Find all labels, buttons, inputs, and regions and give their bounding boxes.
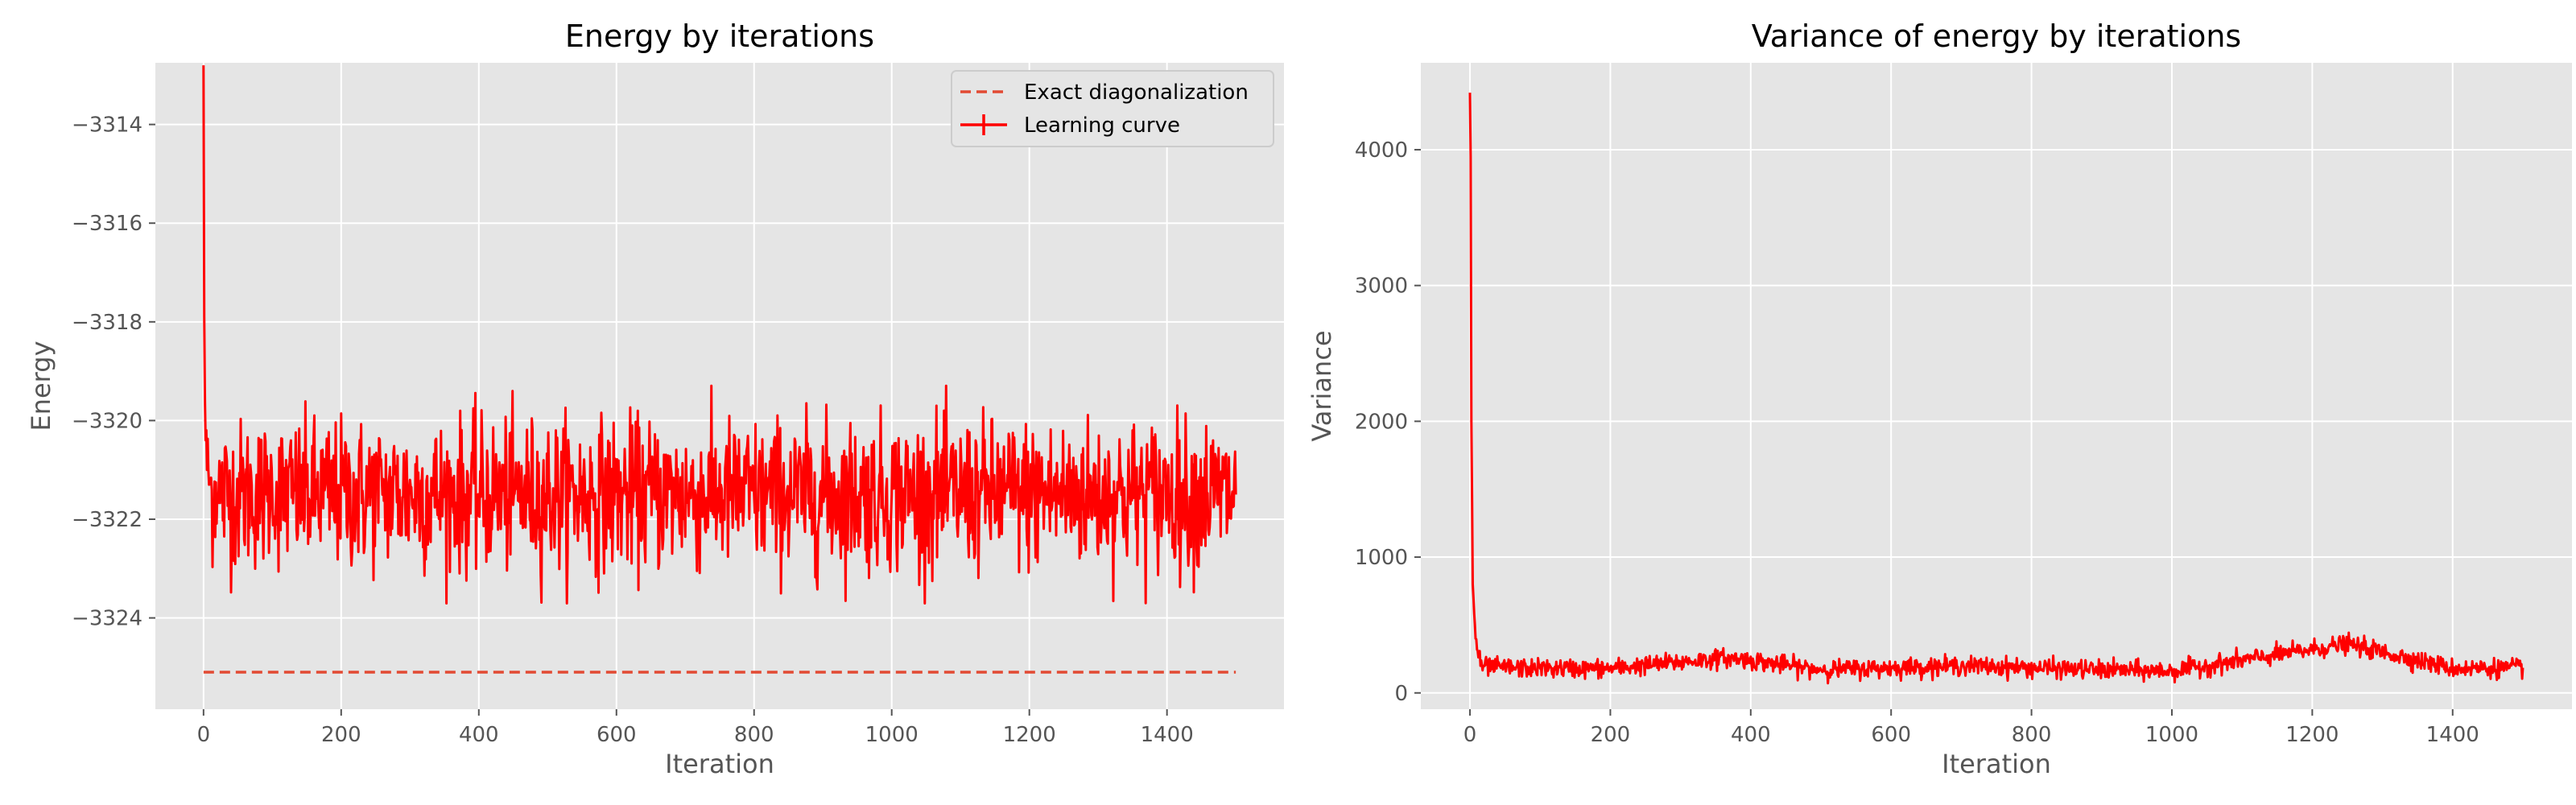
x-tick-label: 200 — [1591, 723, 1631, 747]
gridlines — [1421, 63, 2572, 709]
x-axis-label: Iteration — [1942, 749, 2051, 779]
x-tick-label: 600 — [597, 723, 637, 747]
x-tick-label: 1000 — [2145, 723, 2198, 747]
y-tick-label: 0 — [1394, 682, 1408, 706]
y-tick-label: −3322 — [72, 508, 142, 532]
legend-box — [951, 70, 1274, 147]
y-axis-label: Variance — [1307, 330, 1337, 441]
x-tick-label: 1400 — [2426, 723, 2479, 747]
y-tick-label: −3324 — [72, 607, 142, 631]
x-tick-label: 1200 — [2285, 723, 2339, 747]
y-tick-label: 2000 — [1355, 410, 1408, 434]
y-tick-label: −3314 — [72, 114, 142, 138]
chart-title: Energy by iterations — [565, 19, 874, 54]
x-tick-label: 200 — [321, 723, 361, 747]
tick-labels: 0 200 400 600 800 1000 1200 1400 0 1000 2000 3000 40… — [1355, 138, 2479, 747]
x-tick-label: 600 — [1871, 723, 1911, 747]
plot-background — [155, 63, 1284, 709]
data-marks — [1468, 93, 2524, 685]
legend-label-learning: Learning curve — [1024, 114, 1180, 138]
legend-label-exact: Exact diagonalization — [1024, 80, 1249, 105]
y-tick-label: −3316 — [72, 212, 142, 236]
variance-line — [1468, 93, 2524, 685]
tick-labels: 0 200 400 600 800 1000 1200 1400 −3324 −3322 −3320… — [72, 114, 1194, 747]
x-tick-label: 1200 — [1003, 723, 1056, 747]
x-tick-label: 0 — [1463, 723, 1477, 747]
legend: Exact diagonalization Learning curve — [951, 70, 1274, 147]
x-axis-label: Iteration — [665, 749, 774, 779]
y-tick-label: 4000 — [1355, 138, 1408, 163]
x-tick-label: 1000 — [865, 723, 919, 747]
variance-chart: 0 200 400 600 800 1000 1200 1400 0 1000 2000 3000 40… — [1307, 19, 2572, 779]
x-tick-label: 1400 — [1141, 723, 1194, 747]
energy-chart: 0 200 400 600 800 1000 1200 1400 −3324 −3322 −3320… — [26, 19, 1284, 779]
y-tick-label: −3320 — [72, 409, 142, 433]
learning-curve-line — [202, 65, 1237, 605]
y-tick-label: 1000 — [1355, 546, 1408, 570]
x-tick-label: 400 — [459, 723, 499, 747]
chart-title: Variance of energy by iterations — [1752, 19, 2241, 54]
plot-background — [1421, 63, 2572, 709]
x-tick-label: 400 — [1731, 723, 1771, 747]
x-tick-label: 800 — [734, 723, 774, 747]
y-tick-label: −3318 — [72, 311, 142, 335]
data-marks — [202, 65, 1237, 674]
y-axis-label: Energy — [26, 341, 56, 431]
y-tick-label: 3000 — [1355, 275, 1408, 299]
x-tick-label: 0 — [197, 723, 211, 747]
x-tick-label: 800 — [2012, 723, 2052, 747]
